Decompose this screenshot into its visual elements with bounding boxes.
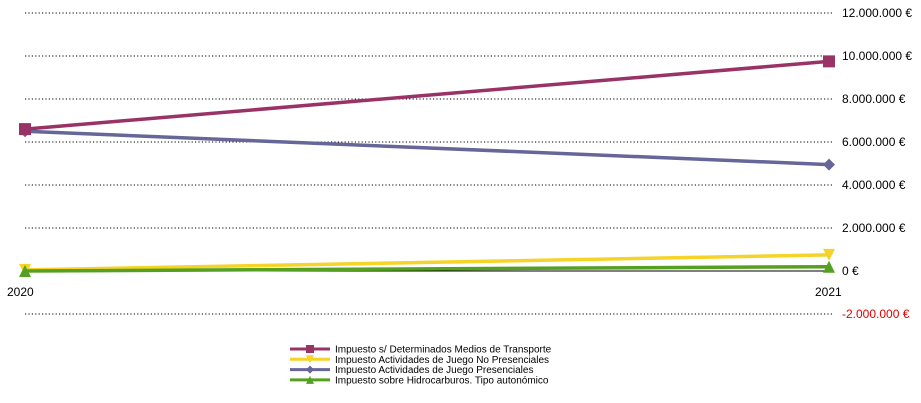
x-axis-tick-labels: 2020 2021 [7,285,842,299]
legend-label: Impuesto sobre Hidrocarburos. Tipo auton… [335,375,549,386]
series-line [19,125,835,171]
data-point [306,375,314,384]
data-point [306,345,314,353]
series-lines [19,55,835,277]
data-point [823,260,835,273]
data-point [823,248,835,261]
y-tick-label: 8.000.000 € [842,92,906,106]
y-tick-label: 0 € [842,264,859,278]
y-axis-tick-labels: -2.000.000 € 0 € 2.000.000 € 4.000.000 € 6.0… [842,6,912,321]
y-tick-label: -2.000.000 € [842,307,910,321]
data-point [306,355,314,364]
legend-label: Impuesto Actividades de Juego No Presenc… [335,355,549,366]
data-point [823,158,835,171]
data-point [19,265,31,277]
legend: Impuesto s/ Determinados Medios de Trans… [290,345,552,386]
x-tick-label: 2021 [815,285,842,299]
legend-label: Impuesto s/ Determinados Medios de Trans… [335,345,552,356]
legend-item: Impuesto sobre Hidrocarburos. Tipo auton… [290,375,549,386]
legend-label: Impuesto Actividades de Juego Presencial… [335,365,533,376]
y-tick-label: 4.000.000 € [842,178,906,192]
y-tick-label: 2.000.000 € [842,221,906,235]
series-path [24,253,830,272]
data-point [823,55,835,68]
data-point [306,365,314,374]
x-tick-label: 2020 [7,285,34,299]
y-tick-label: 6.000.000 € [842,135,906,149]
series-path [24,59,830,131]
legend-item: Impuesto Actividades de Juego No Presenc… [290,355,549,366]
series-path [24,129,830,167]
series-path [24,264,830,273]
y-tick-label: 10.000.000 € [842,49,912,63]
legend-item: Impuesto Actividades de Juego Presencial… [290,365,533,376]
series-line [19,260,835,277]
y-tick-label: 12.000.000 € [842,6,912,20]
series-line [19,55,835,136]
data-point [19,123,31,136]
legend-item: Impuesto s/ Determinados Medios de Trans… [290,345,552,356]
